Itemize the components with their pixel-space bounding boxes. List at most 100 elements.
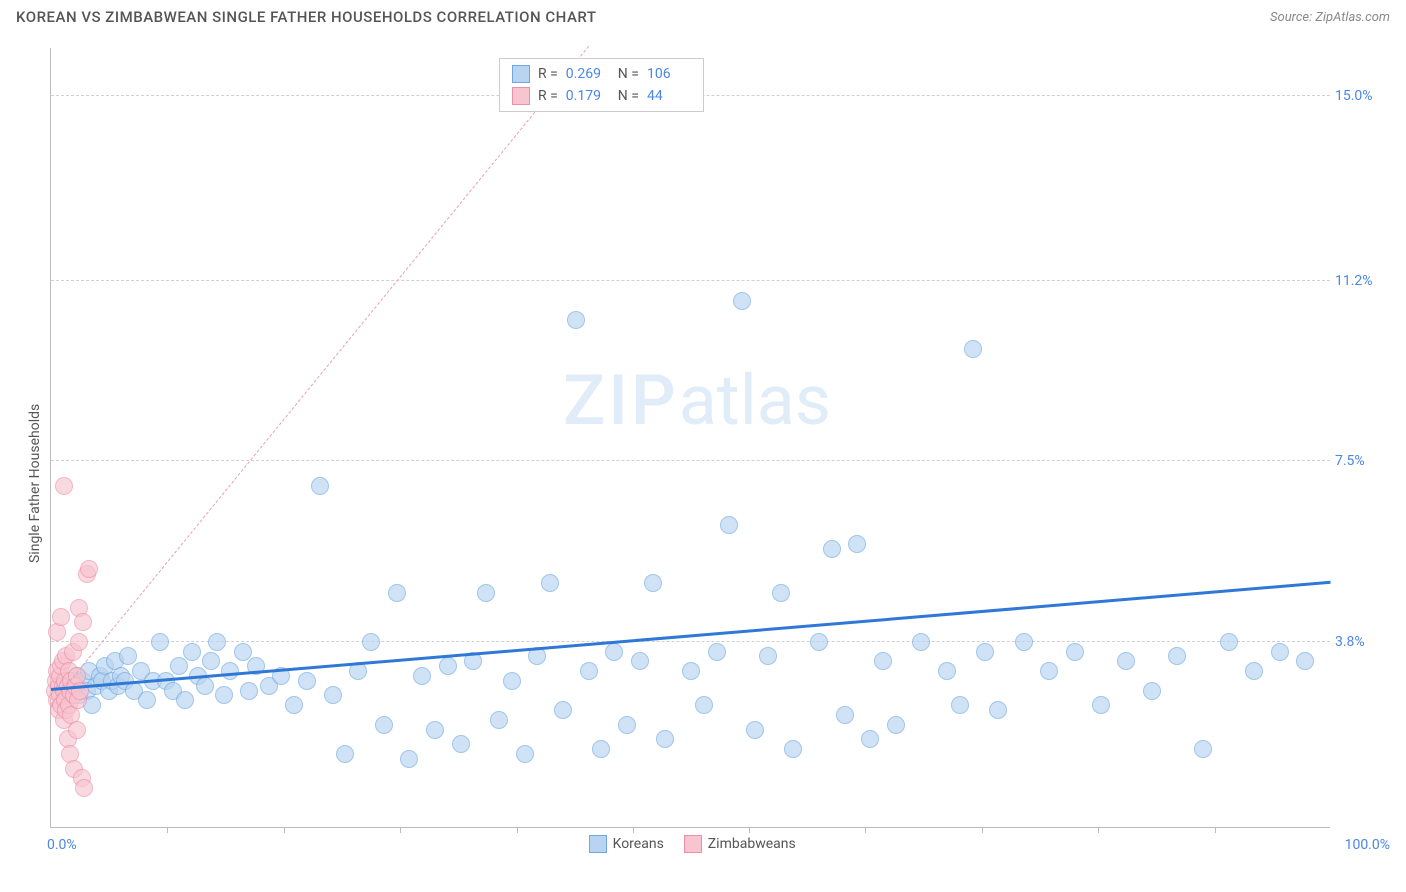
data-point bbox=[285, 696, 303, 714]
data-point bbox=[55, 477, 73, 495]
data-point bbox=[861, 730, 879, 748]
data-point bbox=[68, 721, 86, 739]
data-point bbox=[1296, 652, 1314, 670]
stat-n-label: N = bbox=[618, 88, 639, 104]
data-point bbox=[708, 643, 726, 661]
data-point bbox=[183, 643, 201, 661]
data-point bbox=[388, 584, 406, 602]
x-tick bbox=[1098, 827, 1099, 833]
scatter-plot-area: 3.8%7.5%11.2%15.0%0.0%100.0%Single Fathe… bbox=[50, 48, 1330, 828]
data-point bbox=[298, 672, 316, 690]
data-point bbox=[240, 682, 258, 700]
data-point bbox=[810, 633, 828, 651]
x-max-label: 100.0% bbox=[1345, 837, 1390, 853]
data-point bbox=[772, 584, 790, 602]
legend-swatch bbox=[512, 65, 530, 83]
data-point bbox=[964, 340, 982, 358]
data-point bbox=[644, 574, 662, 592]
data-point bbox=[477, 584, 495, 602]
stat-r-label: R = bbox=[538, 66, 558, 82]
y-axis-title: Single Father Households bbox=[27, 404, 43, 563]
x-tick bbox=[982, 827, 983, 833]
data-point bbox=[490, 711, 508, 729]
data-point bbox=[746, 721, 764, 739]
data-point bbox=[554, 701, 572, 719]
stat-n-value: 44 bbox=[647, 88, 691, 104]
data-point bbox=[656, 730, 674, 748]
legend-swatch bbox=[512, 87, 530, 105]
data-point bbox=[170, 657, 188, 675]
chart-title: KOREAN VS ZIMBABWEAN SINGLE FATHER HOUSE… bbox=[16, 8, 596, 26]
data-point bbox=[413, 667, 431, 685]
x-tick bbox=[633, 827, 634, 833]
y-tick-label: 3.8% bbox=[1335, 634, 1390, 650]
data-point bbox=[362, 633, 380, 651]
data-point bbox=[70, 633, 88, 651]
data-point bbox=[336, 745, 354, 763]
trend-line bbox=[51, 46, 589, 705]
data-point bbox=[912, 633, 930, 651]
data-point bbox=[196, 677, 214, 695]
y-tick-label: 15.0% bbox=[1335, 88, 1390, 104]
data-point bbox=[176, 691, 194, 709]
data-point bbox=[541, 574, 559, 592]
data-point bbox=[631, 652, 649, 670]
data-point bbox=[324, 686, 342, 704]
data-point bbox=[80, 560, 98, 578]
data-point bbox=[1271, 643, 1289, 661]
watermark: ZIPatlas bbox=[563, 360, 831, 442]
y-tick-label: 11.2% bbox=[1335, 273, 1390, 289]
data-point bbox=[208, 633, 226, 651]
data-point bbox=[119, 647, 137, 665]
data-point bbox=[759, 647, 777, 665]
data-point bbox=[1143, 682, 1161, 700]
data-point bbox=[733, 292, 751, 310]
data-point bbox=[1194, 740, 1212, 758]
stat-r-label: R = bbox=[538, 88, 558, 104]
data-point bbox=[426, 721, 444, 739]
legend-label: Koreans bbox=[613, 836, 664, 852]
x-tick bbox=[517, 827, 518, 833]
x-tick bbox=[1215, 827, 1216, 833]
legend-label: Zimbabweans bbox=[708, 836, 796, 852]
data-point bbox=[976, 643, 994, 661]
legend-item: Zimbabweans bbox=[684, 835, 796, 853]
data-point bbox=[682, 662, 700, 680]
data-point bbox=[951, 696, 969, 714]
data-point bbox=[848, 535, 866, 553]
data-point bbox=[784, 740, 802, 758]
chart-header: KOREAN VS ZIMBABWEAN SINGLE FATHER HOUSE… bbox=[0, 0, 1406, 30]
data-point bbox=[202, 652, 220, 670]
data-point bbox=[695, 696, 713, 714]
x-min-label: 0.0% bbox=[47, 837, 77, 853]
stat-n-label: N = bbox=[618, 66, 639, 82]
data-point bbox=[605, 643, 623, 661]
series-legend: Koreans Zimbabweans bbox=[589, 835, 796, 853]
data-point bbox=[592, 740, 610, 758]
data-point bbox=[138, 691, 156, 709]
stats-legend: R =0.269N =106R =0.179N =44 bbox=[499, 58, 704, 112]
stat-r-value: 0.269 bbox=[566, 66, 610, 82]
data-point bbox=[580, 662, 598, 680]
x-tick bbox=[749, 827, 750, 833]
stat-n-value: 106 bbox=[647, 66, 691, 82]
data-point bbox=[311, 477, 329, 495]
data-point bbox=[452, 735, 470, 753]
data-point bbox=[503, 672, 521, 690]
data-point bbox=[516, 745, 534, 763]
legend-swatch bbox=[589, 835, 607, 853]
stats-row: R =0.179N =44 bbox=[500, 85, 703, 107]
x-tick bbox=[865, 827, 866, 833]
legend-item: Koreans bbox=[589, 835, 664, 853]
x-tick bbox=[167, 827, 168, 833]
data-point bbox=[221, 662, 239, 680]
data-point bbox=[836, 706, 854, 724]
data-point bbox=[375, 716, 393, 734]
x-tick bbox=[284, 827, 285, 833]
data-point bbox=[1040, 662, 1058, 680]
data-point bbox=[874, 652, 892, 670]
data-point bbox=[1245, 662, 1263, 680]
gridline bbox=[51, 280, 1330, 281]
data-point bbox=[720, 516, 738, 534]
data-point bbox=[1168, 647, 1186, 665]
